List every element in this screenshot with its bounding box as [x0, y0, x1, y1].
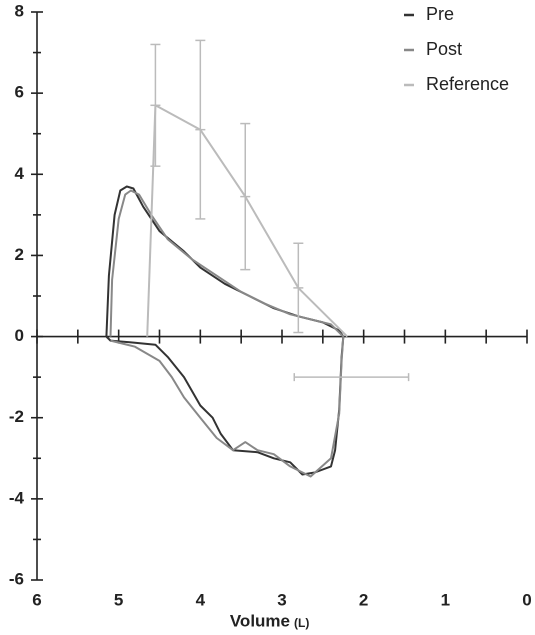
legend-label: Post	[426, 39, 462, 59]
series-line	[109, 189, 345, 478]
legend-label: Reference	[426, 74, 509, 94]
y-tick-label: 0	[15, 326, 24, 345]
x-tick-label: 5	[114, 590, 123, 609]
x-axis-label: Volume	[230, 611, 290, 630]
x-tick-label: 4	[196, 590, 206, 609]
plot-area	[105, 39, 410, 478]
y-tick-label: 8	[15, 1, 24, 20]
series-line	[105, 185, 345, 476]
x-tick-label: 1	[441, 590, 450, 609]
legend: Pre Post Reference	[404, 4, 509, 94]
y-tick-label: 2	[15, 245, 24, 264]
x-axis-unit: (L)	[294, 616, 309, 630]
y-tick-label: -2	[9, 407, 24, 426]
y-tick-label: -6	[9, 569, 24, 588]
y-tick-label: -4	[9, 488, 25, 507]
x-tick-label: 2	[359, 590, 368, 609]
y-tick-label: 4	[15, 164, 25, 183]
axes: -6 -4 -2 0 2 4 6 8 6 5 4 3 2 1 0	[9, 1, 532, 609]
series-line	[146, 104, 349, 338]
x-tick-label: 6	[32, 590, 41, 609]
x-tick-label: 0	[522, 590, 531, 609]
y-tick-label: 6	[15, 83, 24, 102]
legend-label: Pre	[426, 4, 454, 24]
x-tick-label: 3	[277, 590, 286, 609]
